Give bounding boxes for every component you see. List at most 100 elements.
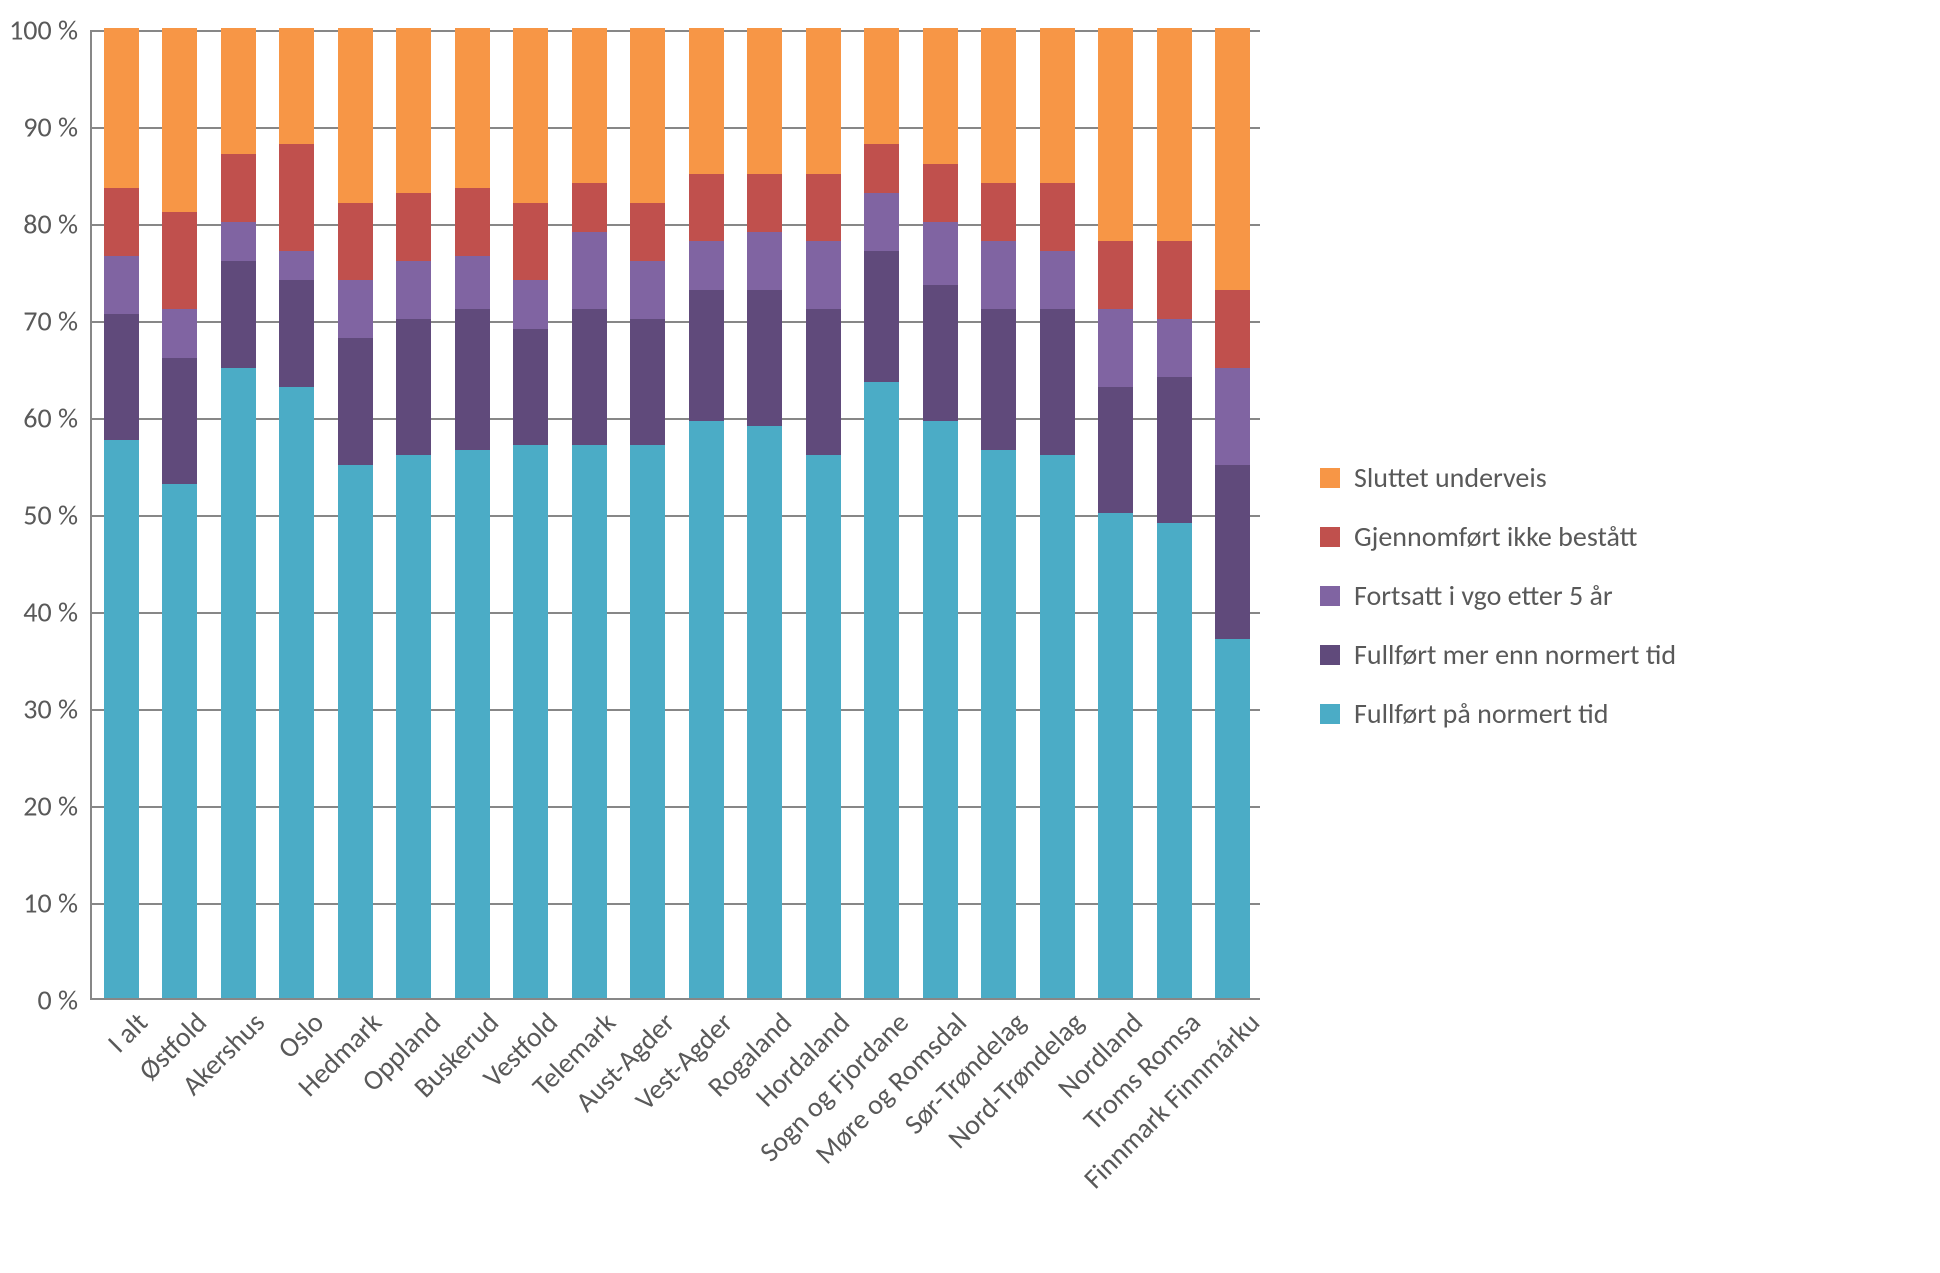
bar-segment-fullfort_mer_enn xyxy=(1098,387,1133,513)
bar-segment-fullfort_normert xyxy=(981,450,1016,998)
ytick-label: 50 % xyxy=(23,498,92,533)
ytick-label: 90 % xyxy=(23,110,92,145)
bar-segment-fullfort_normert xyxy=(338,465,373,999)
bar xyxy=(864,28,899,998)
bar-segment-gjennomfort_ikke xyxy=(279,144,314,251)
bar-segment-fullfort_normert xyxy=(864,382,899,998)
bar-segment-fortsatt_vgo xyxy=(338,280,373,338)
bar-segment-fullfort_normert xyxy=(1098,513,1133,998)
bar-segment-gjennomfort_ikke xyxy=(104,188,139,256)
bar-segment-fullfort_normert xyxy=(104,440,139,998)
gridline xyxy=(92,806,1260,808)
bar-segment-fullfort_mer_enn xyxy=(338,338,373,464)
plot-area: 0 %10 %20 %30 %40 %50 %60 %70 %80 %90 %1… xyxy=(90,30,1260,1000)
bar-segment-gjennomfort_ikke xyxy=(162,212,197,309)
bar-segment-fullfort_mer_enn xyxy=(572,309,607,445)
bar-segment-sluttet xyxy=(572,28,607,183)
bar-segment-sluttet xyxy=(338,28,373,203)
bar-segment-fortsatt_vgo xyxy=(1157,319,1192,377)
bar-segment-fortsatt_vgo xyxy=(572,232,607,310)
legend-item: Sluttet underveis xyxy=(1320,460,1676,495)
bar-segment-gjennomfort_ikke xyxy=(396,193,431,261)
bar-segment-fortsatt_vgo xyxy=(747,232,782,290)
bar-segment-sluttet xyxy=(806,28,841,174)
bar-segment-sluttet xyxy=(1157,28,1192,241)
bar-segment-fullfort_normert xyxy=(279,387,314,998)
bar-segment-fortsatt_vgo xyxy=(513,280,548,329)
bar-segment-fullfort_mer_enn xyxy=(221,261,256,368)
legend-label: Gjennomført ikke bestått xyxy=(1354,519,1637,554)
bar-segment-fullfort_mer_enn xyxy=(689,290,724,421)
bar-segment-fullfort_mer_enn xyxy=(513,329,548,445)
bar-segment-fortsatt_vgo xyxy=(806,241,841,309)
legend-label: Fortsatt i vgo etter 5 år xyxy=(1354,578,1613,613)
bar-segment-fullfort_mer_enn xyxy=(981,309,1016,450)
bar-segment-sluttet xyxy=(689,28,724,174)
bar xyxy=(689,28,724,998)
bar-segment-fortsatt_vgo xyxy=(455,256,490,309)
bar-segment-fullfort_mer_enn xyxy=(923,285,958,421)
bar-segment-fullfort_mer_enn xyxy=(806,309,841,455)
legend-item: Gjennomført ikke bestått xyxy=(1320,519,1676,554)
bar-segment-fullfort_mer_enn xyxy=(279,280,314,387)
bar-segment-fullfort_normert xyxy=(221,368,256,999)
gridline xyxy=(92,709,1260,711)
bar-segment-fullfort_normert xyxy=(689,421,724,998)
bar xyxy=(1040,28,1075,998)
ytick-label: 10 % xyxy=(23,886,92,921)
bar xyxy=(630,28,665,998)
bar xyxy=(104,28,139,998)
bar-segment-fullfort_normert xyxy=(1040,455,1075,998)
bar-segment-fortsatt_vgo xyxy=(396,261,431,319)
bar-segment-sluttet xyxy=(162,28,197,212)
legend-label: Fullført på normert tid xyxy=(1354,696,1608,731)
bar-segment-sluttet xyxy=(396,28,431,193)
bar-segment-gjennomfort_ikke xyxy=(630,203,665,261)
legend-item: Fullført på normert tid xyxy=(1320,696,1676,731)
bar-segment-gjennomfort_ikke xyxy=(572,183,607,232)
bar-segment-fullfort_normert xyxy=(747,426,782,998)
gridline xyxy=(92,515,1260,517)
legend-swatch xyxy=(1320,704,1340,724)
ytick-label: 60 % xyxy=(23,401,92,436)
bar-segment-fullfort_mer_enn xyxy=(864,251,899,382)
bar-segment-fullfort_mer_enn xyxy=(396,319,431,455)
bar-segment-fortsatt_vgo xyxy=(1040,251,1075,309)
bar-segment-fullfort_normert xyxy=(513,445,548,998)
bar-segment-fullfort_mer_enn xyxy=(1215,465,1250,640)
bar-segment-sluttet xyxy=(104,28,139,188)
bar-segment-sluttet xyxy=(981,28,1016,183)
bar-segment-fortsatt_vgo xyxy=(1098,309,1133,387)
bar xyxy=(747,28,782,998)
bar-segment-gjennomfort_ikke xyxy=(1098,241,1133,309)
bar-segment-fullfort_mer_enn xyxy=(162,358,197,484)
bar-segment-fullfort_normert xyxy=(630,445,665,998)
bar-segment-gjennomfort_ikke xyxy=(455,188,490,256)
gridline xyxy=(92,612,1260,614)
bar-segment-fortsatt_vgo xyxy=(630,261,665,319)
ytick-label: 30 % xyxy=(23,692,92,727)
bar-segment-fullfort_normert xyxy=(806,455,841,998)
legend: Sluttet underveis Gjennomført ikke beståt… xyxy=(1320,460,1676,755)
bar xyxy=(923,28,958,998)
bar-segment-sluttet xyxy=(747,28,782,174)
bar-segment-fullfort_mer_enn xyxy=(747,290,782,426)
bar xyxy=(221,28,256,998)
gridline xyxy=(92,418,1260,420)
bar-segment-fullfort_normert xyxy=(1215,639,1250,998)
bar-segment-fortsatt_vgo xyxy=(923,222,958,285)
bar-segment-sluttet xyxy=(864,28,899,144)
bar xyxy=(455,28,490,998)
bar-segment-sluttet xyxy=(1040,28,1075,183)
bar xyxy=(513,28,548,998)
bar-segment-gjennomfort_ikke xyxy=(864,144,899,193)
bar-segment-fortsatt_vgo xyxy=(981,241,1016,309)
bar-segment-gjennomfort_ikke xyxy=(1040,183,1075,251)
bar-segment-gjennomfort_ikke xyxy=(513,203,548,281)
bar-segment-fullfort_normert xyxy=(572,445,607,998)
legend-swatch xyxy=(1320,645,1340,665)
ytick-label: 100 % xyxy=(9,13,92,48)
bar-segment-fortsatt_vgo xyxy=(104,256,139,314)
bar-segment-sluttet xyxy=(513,28,548,203)
bar xyxy=(162,28,197,998)
